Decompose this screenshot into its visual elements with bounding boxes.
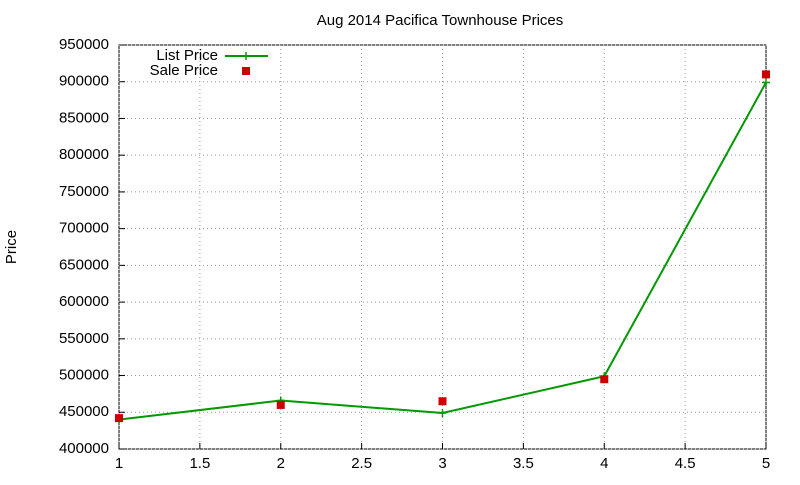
y-tick-label: 850000 xyxy=(59,109,109,126)
legend-marker xyxy=(242,52,250,60)
x-tick-label: 5 xyxy=(762,455,770,472)
x-tick-label: 4.5 xyxy=(675,455,696,472)
x-tick-label: 4 xyxy=(600,455,608,472)
marker xyxy=(438,409,447,418)
legend-label: Sale Price xyxy=(150,62,218,79)
y-tick-label: 900000 xyxy=(59,73,109,90)
legend-label: List Price xyxy=(156,47,218,64)
y-tick-label: 600000 xyxy=(59,293,109,310)
y-tick-label: 650000 xyxy=(59,256,109,273)
legend-marker xyxy=(242,67,250,75)
chart-title: Aug 2014 Pacifica Townhouse Prices xyxy=(317,12,564,29)
y-tick-label: 450000 xyxy=(59,403,109,420)
y-tick-label: 400000 xyxy=(59,440,109,457)
x-tick-label: 3 xyxy=(438,455,446,472)
marker xyxy=(438,397,447,406)
y-tick-label: 750000 xyxy=(59,183,109,200)
y-tick-label: 800000 xyxy=(59,146,109,163)
y-tick-label: 550000 xyxy=(59,330,109,347)
marker xyxy=(600,375,609,384)
marker xyxy=(762,70,770,79)
marker xyxy=(762,78,770,87)
marker xyxy=(276,400,285,409)
x-tick-label: 1 xyxy=(115,455,123,472)
y-tick-label: 950000 xyxy=(59,36,109,53)
y-tick-label: 500000 xyxy=(59,367,109,384)
x-tick-label: 2.5 xyxy=(351,455,372,472)
x-tick-label: 1.5 xyxy=(189,455,210,472)
y-tick-label: 700000 xyxy=(59,220,109,237)
marker xyxy=(115,414,123,423)
x-tick-label: 3.5 xyxy=(513,455,534,472)
x-tick-label: 2 xyxy=(277,455,285,472)
y-axis-label: Price xyxy=(3,230,20,264)
